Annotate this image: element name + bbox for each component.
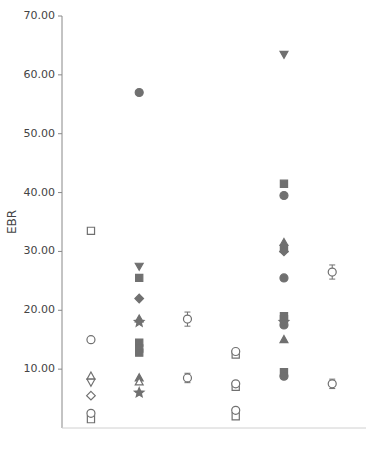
point — [135, 294, 144, 303]
point — [280, 372, 288, 380]
point — [328, 268, 336, 276]
point — [280, 336, 288, 343]
error-bar-cap — [329, 264, 335, 265]
point — [135, 378, 143, 385]
error-bar-cap — [184, 326, 190, 327]
point — [280, 180, 287, 187]
error-bar-cap — [329, 279, 335, 280]
point — [135, 263, 143, 270]
point — [183, 315, 191, 323]
point — [134, 388, 144, 397]
point — [87, 336, 95, 344]
y-tick — [58, 74, 62, 75]
point — [136, 274, 143, 281]
x-axis-line — [62, 428, 366, 429]
error-bar — [184, 373, 190, 382]
point — [87, 227, 94, 234]
error-bar-cap — [184, 312, 190, 313]
point — [232, 347, 240, 355]
point — [135, 89, 143, 97]
point — [87, 379, 95, 386]
error-bar — [329, 379, 335, 388]
point — [232, 406, 240, 414]
y-tick — [58, 251, 62, 252]
error-bar — [184, 312, 190, 326]
point — [136, 349, 143, 356]
y-tick — [58, 310, 62, 311]
point — [87, 372, 95, 379]
point — [280, 238, 288, 245]
point — [328, 380, 336, 388]
y-tick-label: 70.00 — [24, 9, 56, 22]
point — [183, 374, 191, 382]
y-tick-label: 50.00 — [24, 127, 56, 140]
error-bar — [329, 265, 335, 279]
point — [232, 380, 240, 388]
point — [280, 247, 289, 256]
point — [280, 274, 288, 282]
y-tick-label: 20.00 — [24, 303, 56, 316]
y-axis-label: EBR — [5, 210, 19, 234]
point — [280, 51, 288, 58]
y-tick-label: 30.00 — [24, 244, 56, 257]
y-tick-label: 40.00 — [24, 186, 56, 199]
point — [134, 317, 144, 326]
y-tick — [58, 16, 62, 17]
y-tick-label: 10.00 — [24, 362, 56, 375]
chart: 10.00 20.00 30.00 40.00 50.00 60.00 70.00 EBR — [0, 0, 380, 450]
point — [279, 317, 289, 326]
point — [87, 391, 96, 400]
plot-area — [87, 51, 337, 422]
y-tick-label: 60.00 — [24, 68, 56, 81]
point — [280, 192, 288, 200]
y-tick — [58, 192, 62, 193]
y-tick — [58, 133, 62, 134]
y-tick — [58, 369, 62, 370]
point — [87, 409, 95, 417]
y-axis-line — [62, 16, 63, 428]
